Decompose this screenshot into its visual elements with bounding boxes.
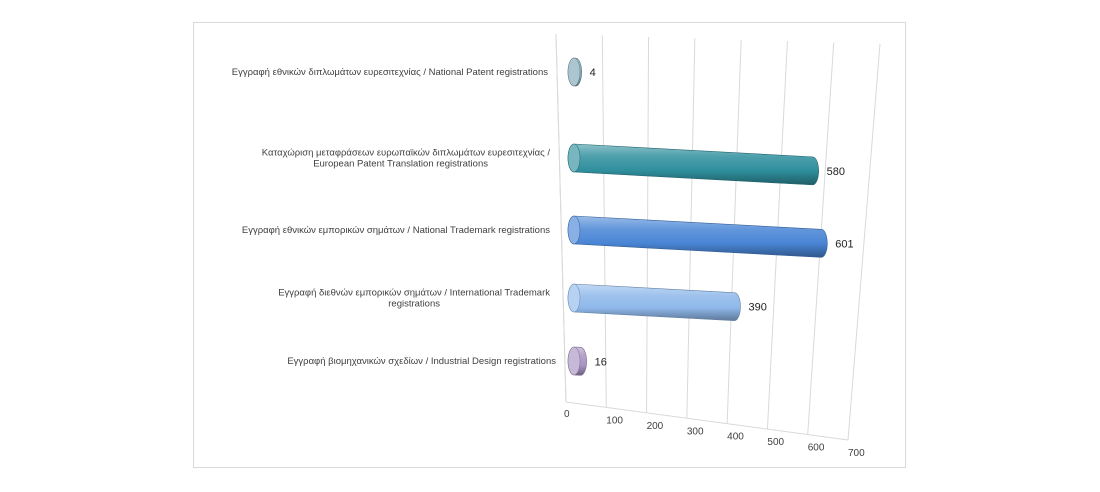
x-tick-label: 700: [848, 448, 865, 459]
bar: [567, 215, 828, 258]
bar: [567, 283, 741, 321]
x-tick-label: 400: [727, 432, 744, 443]
bar-cap: [567, 283, 581, 313]
bar: [567, 143, 819, 186]
category-label: Εγγραφή βιομηχανικών σχεδίων / Industria…: [287, 356, 556, 367]
bars: [567, 57, 828, 376]
gridline: [847, 43, 881, 441]
category-label: Εγγραφή διεθνών εμπορικών σημάτων / Inte…: [278, 288, 550, 299]
gridlines: [555, 33, 881, 441]
axis-floor-line: [565, 401, 849, 441]
category-label: European Patent Translation registration…: [313, 159, 488, 170]
bar-cap: [567, 346, 581, 376]
category-label: registrations: [388, 299, 440, 310]
data-label: 390: [748, 302, 766, 314]
category-label: Καταχώριση μεταφράσεων ευρωπαϊκών διπλωμ…: [262, 148, 551, 159]
data-label: 580: [827, 166, 845, 178]
labels: 0 100 200 300 400 500 600 700 4 Εγγραφή εθνικών δ…: [232, 67, 865, 459]
data-label: 601: [835, 238, 853, 250]
bar-cap: [567, 143, 581, 173]
x-tick-label: 0: [564, 409, 570, 420]
data-label: 4: [590, 67, 596, 79]
category-label: Εγγραφή εθνικών εμπορικών σημάτων / Nati…: [242, 225, 550, 236]
x-tick-label: 200: [647, 421, 664, 432]
axis-left-wall: [555, 33, 567, 403]
x-tick-label: 300: [687, 426, 704, 437]
bar-cap: [567, 215, 581, 245]
data-label: 16: [595, 356, 607, 368]
x-tick-label: 500: [767, 437, 784, 448]
bar-cap: [567, 57, 581, 87]
x-tick-label: 600: [808, 443, 825, 454]
x-tick-label: 100: [606, 415, 623, 426]
category-label: Εγγραφή εθνικών διπλωμάτων ευρεσιτεχνίας…: [232, 67, 548, 78]
